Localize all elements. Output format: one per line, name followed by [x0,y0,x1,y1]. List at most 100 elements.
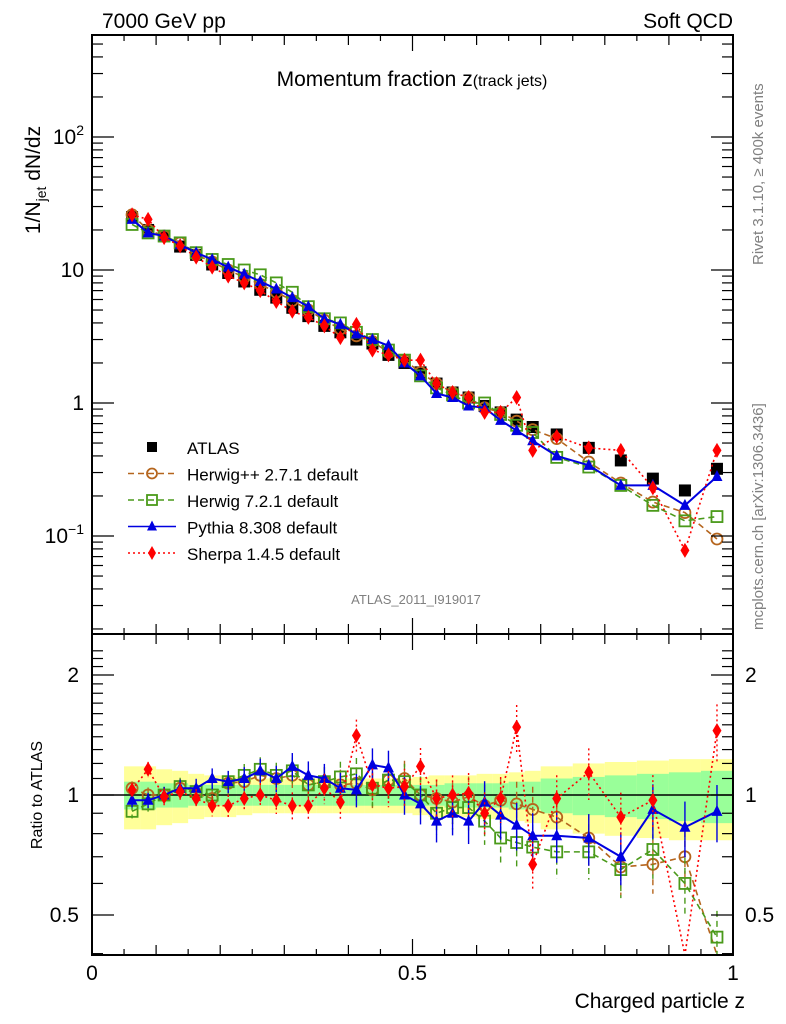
legend-marker [146,494,158,506]
ratio-data-point [679,820,691,832]
data-point [351,316,361,332]
data-point [710,510,724,523]
ratio-data-point [479,795,491,807]
legend-marker [146,467,158,480]
ratio-data-point [399,779,409,795]
ratio-data-point [710,930,724,944]
ratio-data-point [528,856,538,872]
data-point [712,442,722,458]
data-point [678,514,692,528]
ratio-data-point [464,785,474,801]
data-point [382,339,394,351]
data-point [127,207,137,223]
series-line [131,218,718,507]
data-point [584,440,594,456]
ratio-data-point [615,850,627,862]
legend-marker [148,546,156,560]
data-point [431,386,443,398]
legend-item: ATLAS [147,439,240,458]
legend-label: ATLAS [187,439,240,458]
y-tick-label: 10 [61,259,84,282]
ratio-data-point [127,782,137,798]
ratio-data-point [206,771,218,783]
uncertainty-band-inner [572,776,605,816]
data-point [206,252,218,264]
ratio-data-point [239,790,249,806]
ratio-data-point [303,798,313,814]
ratio-data-point [480,805,490,821]
ratio-data-point [142,793,154,805]
series-line [131,214,718,540]
data-point [223,268,233,284]
data-point [271,293,281,309]
data-point [512,389,522,405]
ratio-data-point [207,798,217,814]
series-sherpa-1-4-5-default [127,207,722,558]
data-point [415,369,427,381]
ratio-series-line [131,774,718,956]
rivet-version-label: Rivet 3.1.10, ≥ 400k events [750,83,767,265]
legend-item: Pythia 8.308 default [128,519,338,538]
data-point [143,211,153,227]
data-point [334,317,346,329]
ratio-data-point [254,764,266,776]
data-point [511,424,523,436]
ratio-data-point [646,843,660,856]
ratio-data-point [552,790,562,806]
data-point [678,484,691,497]
data-point [303,309,313,325]
ratio-data-point [431,814,443,826]
x-tick-label: 1 [727,962,739,985]
ratio-y-tick-label-right: 0.5 [745,904,774,927]
data-point [680,542,690,558]
data-point [287,303,297,319]
ratio-data-point [616,809,626,825]
ratio-data-point [238,771,250,783]
data-point [646,472,659,485]
ratio-data-point [648,792,658,808]
ratio-data-point [512,719,522,735]
legend: ATLAS Herwig++ 2.7.1 default Herwig 7.2.1 … [128,439,358,564]
data-point [679,498,691,510]
data-point [255,283,265,299]
y-tick-label: 1 [72,392,84,415]
legend-label: Pythia 8.308 default [187,519,338,538]
data-point [367,342,377,358]
data-point [648,480,658,496]
ratio-data-point [302,768,314,780]
ratio-data-point [175,784,185,800]
ratio-data-point [335,794,345,810]
ratio-data-point [678,877,692,890]
legend-marker [147,520,157,531]
data-point [222,260,234,272]
ratio-data-point [319,780,329,796]
data-point [319,318,329,334]
legend-label: Herwig++ 2.7.1 default [187,466,358,485]
main-y-axis-label: 1/Njet dN/dz [22,126,49,234]
data-point [191,249,201,265]
data-point [711,470,723,482]
data-point [238,267,250,279]
ratio-data-point [270,771,282,783]
ratio-data-point [432,790,442,806]
data-point [551,449,563,461]
data-point [528,442,538,458]
data-point [552,428,562,444]
legend-label: Herwig 7.2.1 default [187,492,338,511]
data-point [366,333,378,345]
ratio-data-point [583,831,595,843]
ratio-data-point [286,759,298,771]
data-point [646,498,660,512]
legend-label: Sherpa 1.4.5 default [187,545,340,564]
ratio-data-point [448,787,458,803]
x-tick-label: 0.5 [398,962,427,985]
data-point [583,458,595,470]
data-point [615,478,627,490]
ratio-data-point [584,764,594,780]
ratio-data-point [126,793,138,805]
data-point [159,230,169,246]
ratio-data-point [551,829,563,841]
ratio-data-point [647,802,659,814]
analysis-label: ATLAS_2011_I919017 [351,592,481,607]
